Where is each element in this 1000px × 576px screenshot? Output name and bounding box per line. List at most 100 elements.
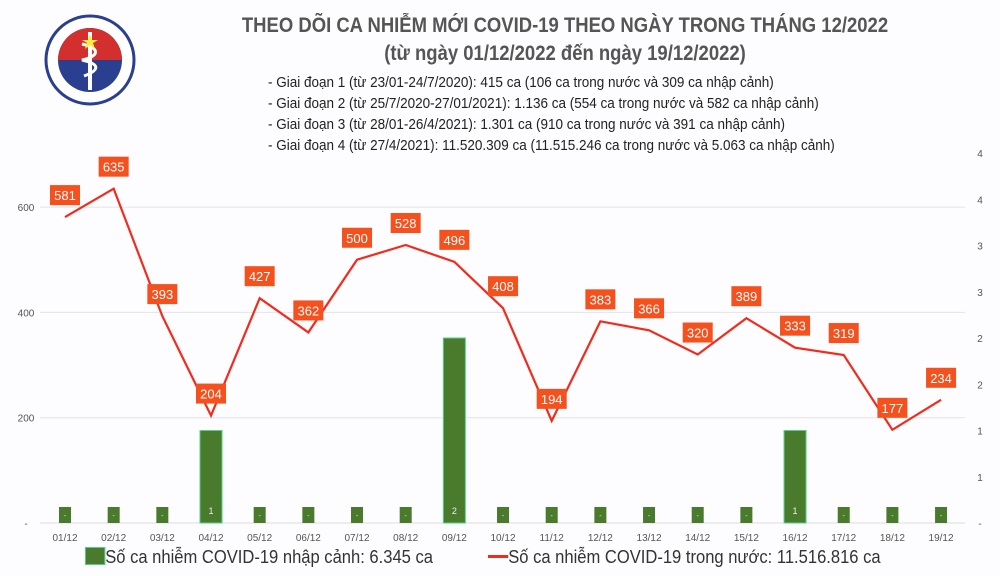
left-tick-label: - [24, 519, 27, 530]
right-tick-label: 3 [977, 288, 983, 299]
x-tick-label: 17/12 [831, 533, 856, 544]
bar [253, 507, 266, 523]
bar [643, 507, 656, 523]
x-tick-label: 08/12 [393, 533, 418, 544]
line-data-label-bg [926, 367, 957, 388]
line-data-label-bg [147, 284, 178, 305]
line-data-label-bg [293, 300, 324, 321]
line-data-label-bg [877, 397, 908, 418]
legend-line: Số ca nhiễm COVID-19 trong nước: 11.516.… [488, 547, 881, 568]
bar [156, 507, 169, 523]
bar [740, 507, 753, 523]
ministry-logo [44, 14, 136, 106]
bar-label: - [356, 513, 359, 520]
line-data-label-bg [634, 298, 665, 319]
bar [935, 507, 948, 523]
line-data-label-bg [342, 227, 373, 248]
bar [545, 507, 558, 523]
bar-label: 2 [452, 506, 457, 516]
bar-label: 1 [209, 506, 214, 516]
bar-label: - [405, 513, 408, 520]
note: - Giai đoạn 4 (từ 27/4/2021): 11.520.309… [268, 137, 835, 154]
right-tick-label: 2 [977, 380, 983, 391]
bar-label: - [891, 513, 894, 520]
right-tick-label: - [978, 519, 981, 530]
line-data-label-bg [244, 266, 275, 287]
line-data-label: 389 [736, 289, 758, 304]
line-data-label: 393 [151, 287, 173, 302]
line-data-label: 500 [346, 231, 368, 246]
bar-label: - [599, 513, 602, 520]
note: - Giai đoạn 2 (từ 25/7/2020-27/01/2021):… [268, 95, 819, 112]
bar [442, 337, 466, 524]
right-tick-label: 3 [977, 242, 983, 253]
line-data-label: 383 [590, 292, 612, 307]
line-data-label-bg [98, 156, 129, 177]
x-tick-label: 13/12 [637, 533, 662, 544]
x-tick-label: 03/12 [150, 533, 175, 544]
bar [302, 507, 315, 523]
line-data-label: 362 [297, 303, 319, 318]
legend-bar-swatch [85, 547, 106, 565]
bar-label: - [112, 513, 115, 520]
bar-label: - [502, 513, 505, 520]
legend-bar-label: Số ca nhiễm COVID-19 nhập cảnh: 6.345 ca [105, 547, 433, 567]
line-data-label: 408 [492, 279, 514, 294]
x-tick-label: 09/12 [442, 533, 467, 544]
bar [351, 507, 364, 523]
x-tick-label: 04/12 [198, 533, 223, 544]
legend-line-label: Số ca nhiễm COVID-19 trong nước: 11.516.… [508, 547, 881, 567]
x-tick-label: 11/12 [540, 533, 565, 544]
bar [399, 507, 412, 523]
bar-label: - [161, 513, 164, 520]
bar-label: - [259, 513, 262, 520]
line-data-label-bg [731, 286, 762, 307]
left-tick-label: 400 [18, 308, 35, 319]
line-data-label: 581 [54, 188, 76, 203]
title-line: THEO DÕI CA NHIỄM MỚI COVID-19 THEO NGÀY… [241, 14, 889, 37]
right-tick-label: 2 [977, 334, 983, 345]
line-data-label-bg [828, 323, 859, 344]
line-data-label-bg [780, 315, 811, 336]
bar [837, 507, 850, 523]
x-tick-label: 14/12 [685, 533, 710, 544]
subtitle-line: (từ ngày 01/12/2022 đến ngày 19/12/2022) [384, 42, 746, 65]
x-tick-label: 05/12 [247, 533, 272, 544]
line-data-label: 635 [103, 160, 125, 175]
x-tick-label: 06/12 [296, 533, 321, 544]
bar-label: 1 [793, 506, 798, 516]
line-data-label-bg [536, 388, 567, 409]
left-tick-label: 200 [18, 414, 35, 425]
legend-line-swatch [488, 555, 509, 558]
line-data-label: 204 [200, 387, 222, 402]
bar [594, 507, 607, 523]
line-data-label-bg [50, 185, 80, 206]
line-data-label-bg [439, 229, 470, 250]
line-data-label: 528 [395, 216, 417, 231]
line-data-label-bg [585, 289, 616, 310]
line-data-label: 333 [784, 319, 806, 334]
bar [497, 507, 510, 523]
x-tick-label: 01/12 [52, 533, 77, 544]
bar-label: - [64, 513, 67, 520]
bar [107, 507, 120, 523]
right-tick-label: 1 [977, 473, 983, 484]
x-tick-label: 18/12 [880, 533, 905, 544]
right-tick-label: 4 [977, 149, 983, 160]
bar [59, 507, 71, 523]
left-tick-label: 600 [18, 203, 35, 214]
line-data-label-bg [390, 213, 421, 234]
bar [199, 430, 223, 524]
line-data-label: 177 [882, 401, 904, 416]
line-data-label: 194 [541, 392, 563, 407]
x-tick-label: 12/12 [588, 533, 613, 544]
x-tick-label: 07/12 [345, 533, 370, 544]
line-data-label: 234 [930, 371, 952, 386]
line-data-label: 319 [833, 326, 855, 341]
bar [691, 507, 704, 523]
bar-label: - [843, 513, 846, 520]
bar-label: - [648, 513, 651, 520]
line-data-label-bg [488, 276, 519, 297]
note: - Giai đoạn 3 (từ 28/01-26/4/2021): 1.30… [268, 116, 786, 133]
